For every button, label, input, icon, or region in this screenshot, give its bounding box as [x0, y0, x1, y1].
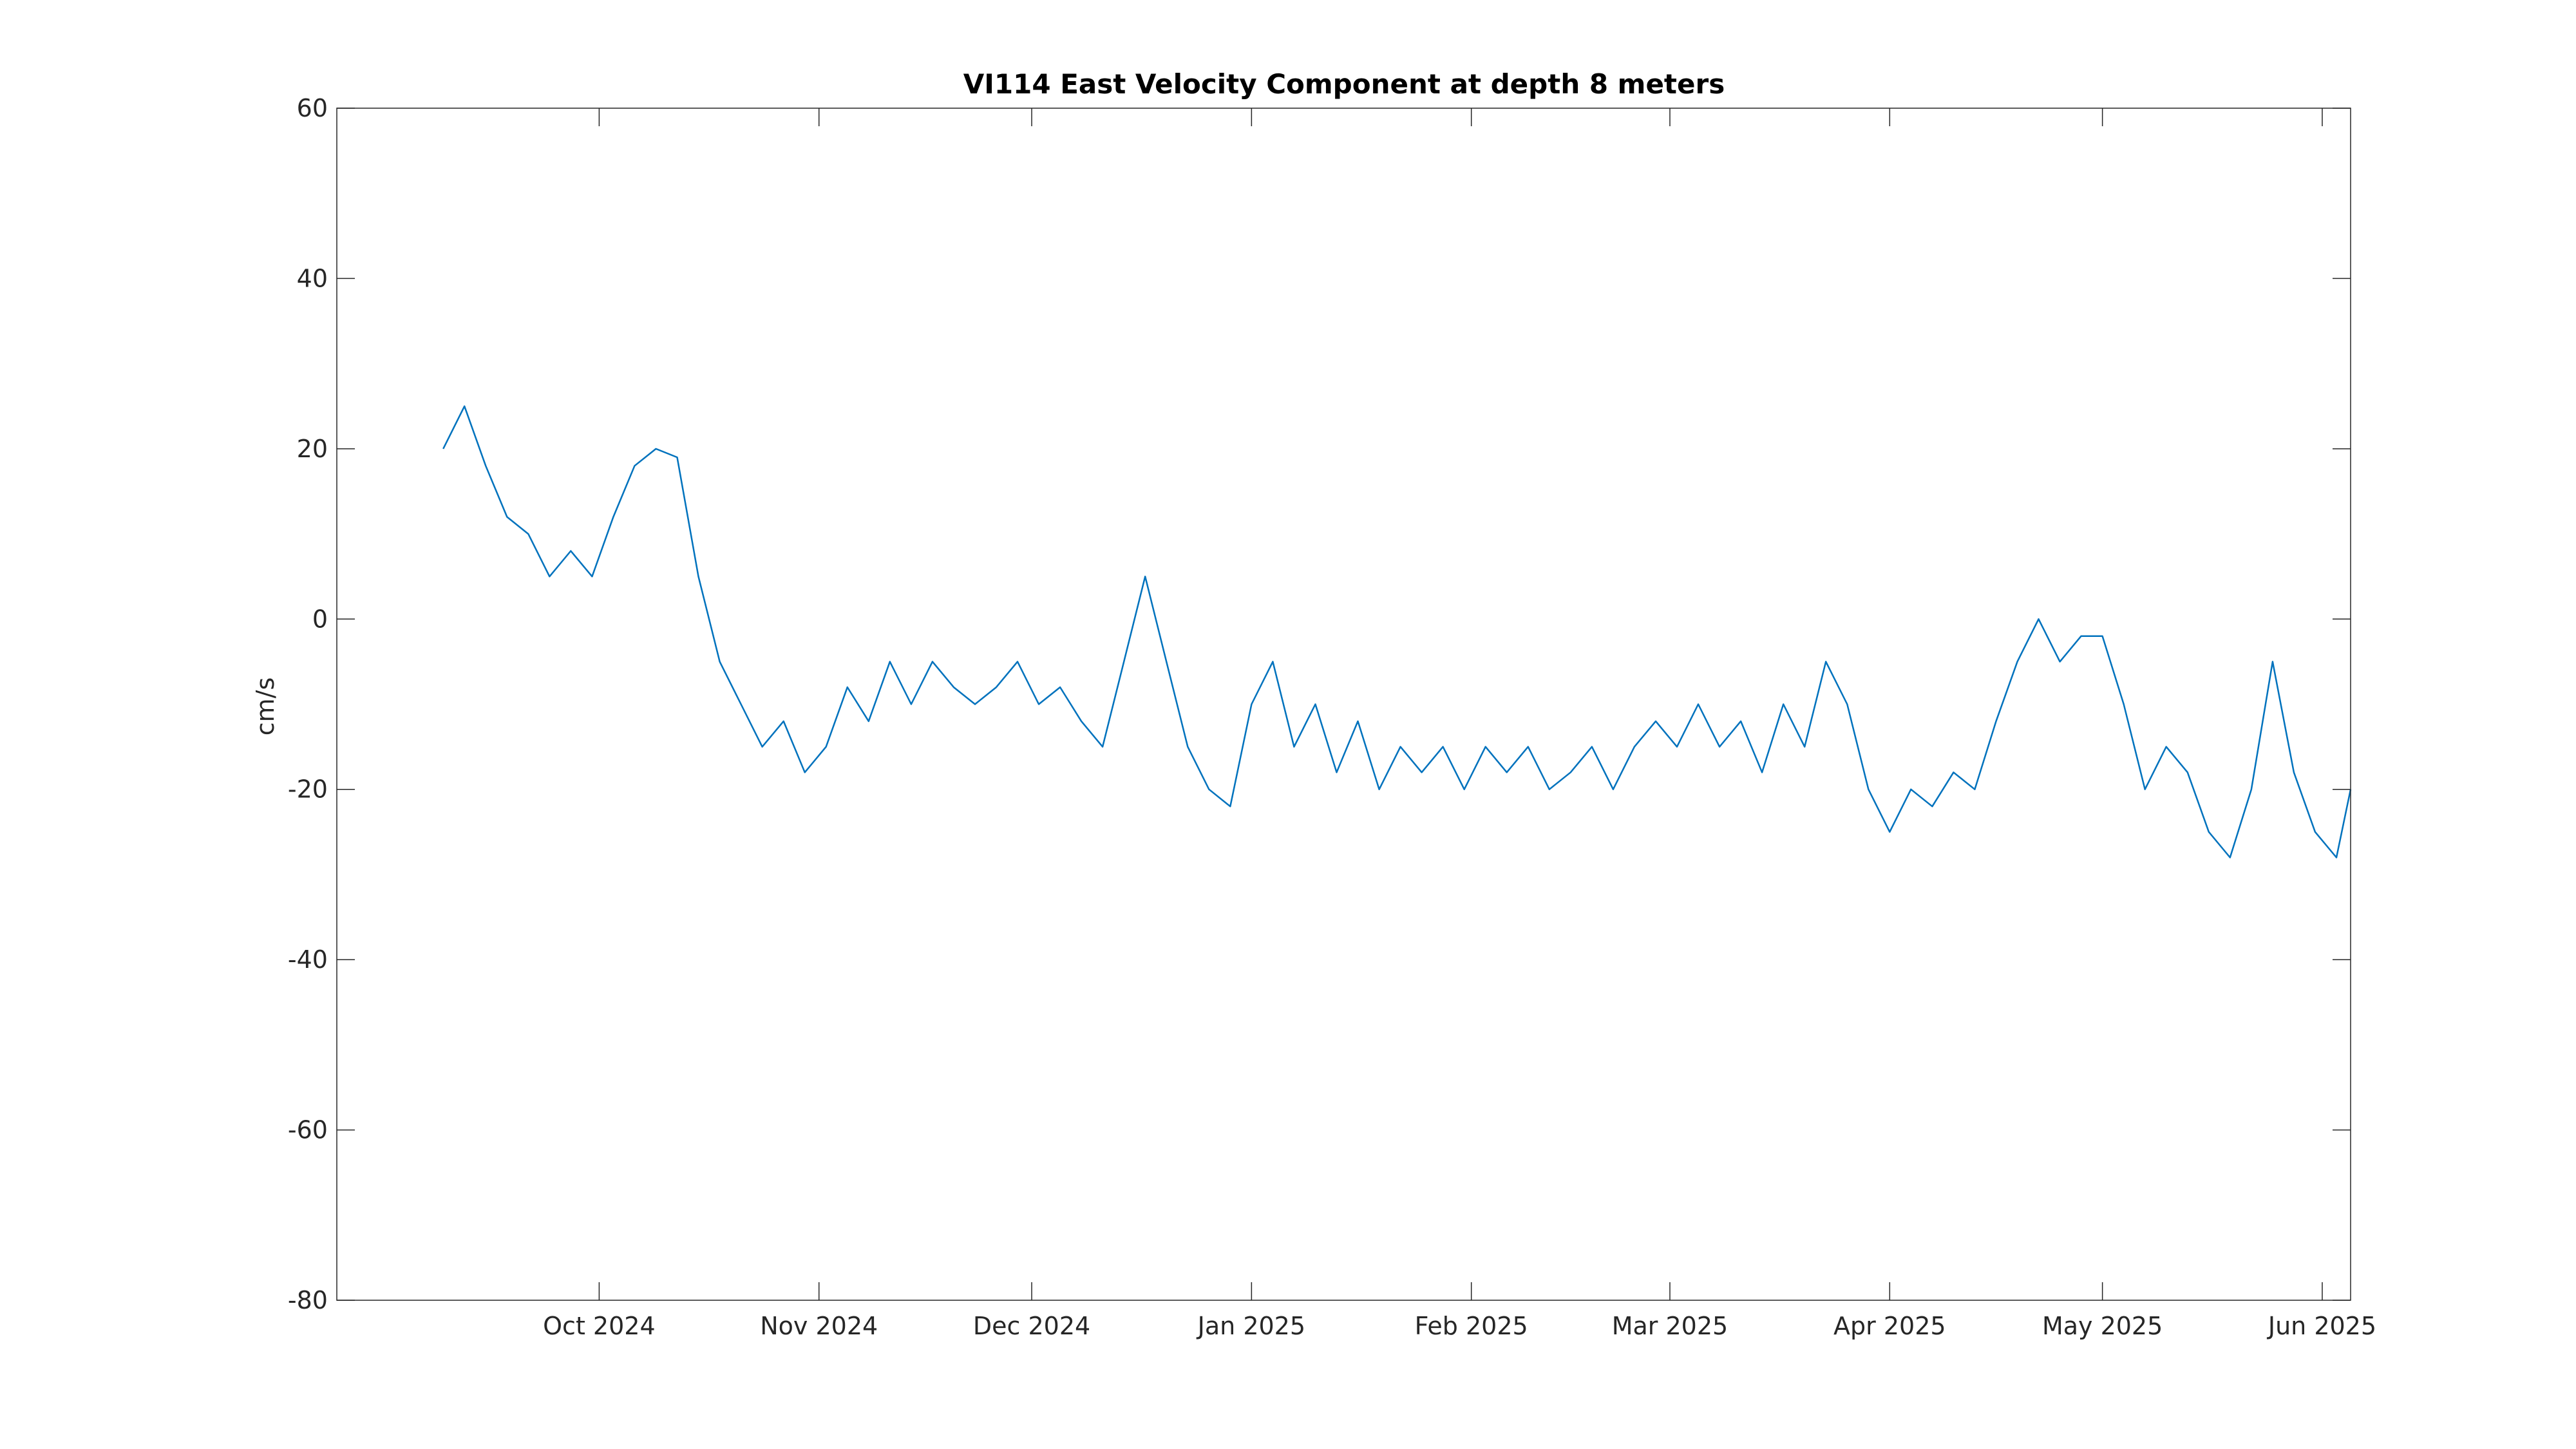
x-tick-label: May 2025 — [2042, 1312, 2163, 1340]
y-tick-label: 0 — [312, 605, 328, 633]
x-tick-label: Jan 2025 — [1197, 1312, 1305, 1340]
x-tick-label: Jun 2025 — [2267, 1312, 2376, 1340]
y-tick-label: -20 — [288, 775, 328, 804]
y-tick-label: 60 — [297, 94, 328, 122]
y-tick-label: -60 — [288, 1116, 328, 1144]
y-tick-label: -80 — [288, 1286, 328, 1314]
chart-title: VI114 East Velocity Component at depth 8… — [963, 68, 1725, 100]
y-tick-label: 20 — [297, 435, 328, 463]
axes-box — [336, 108, 2351, 1301]
x-tick-label: Feb 2025 — [1415, 1312, 1528, 1340]
x-tick-label: Oct 2024 — [543, 1312, 656, 1340]
y-tick-label: -40 — [288, 945, 328, 974]
x-tick-label: Mar 2025 — [1612, 1312, 1728, 1340]
x-tick-label: Dec 2024 — [973, 1312, 1090, 1340]
y-tick-label: 40 — [297, 264, 328, 292]
x-tick-label: Apr 2025 — [1833, 1312, 1946, 1340]
plot-area: 60 40 20 0 -20 -40 -60 -80 Oct 2024 Nov 2024 Dec 2… — [288, 94, 2376, 1340]
series-line — [442, 405, 2352, 858]
x-tick-label: Nov 2024 — [760, 1312, 878, 1340]
y-axis-label: cm/s — [251, 677, 279, 736]
